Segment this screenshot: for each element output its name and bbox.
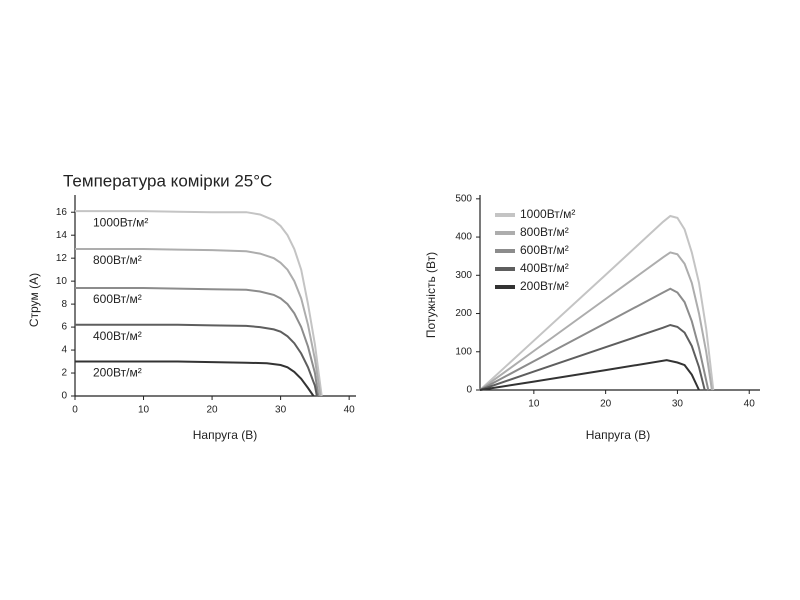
y-tick-label: 500 <box>455 193 472 204</box>
y-tick-label: 14 <box>56 230 68 241</box>
y-tick-label: 300 <box>455 270 472 281</box>
series-label: 600Вт/м² <box>93 292 142 306</box>
x-tick-label: 20 <box>600 399 612 410</box>
series-line <box>479 323 706 391</box>
legend-label: 800Вт/м² <box>520 225 569 239</box>
chart-title: Температура комірки 25°C <box>63 171 272 190</box>
x-tick-label: 30 <box>672 399 684 410</box>
y-tick-label: 0 <box>466 385 472 396</box>
legend-label: 200Вт/м² <box>520 279 569 293</box>
series-line <box>479 214 715 391</box>
series-line <box>75 210 323 397</box>
y-tick-label: 200 <box>455 308 472 319</box>
legend-label: 1000Вт/м² <box>520 207 575 221</box>
x-axis-label: Напруга (В) <box>586 428 651 442</box>
y-tick-label: 12 <box>56 253 68 264</box>
y-tick-label: 400 <box>455 232 472 243</box>
y-tick-label: 8 <box>61 299 67 310</box>
x-tick-label: 30 <box>275 405 287 416</box>
y-tick-label: 100 <box>455 346 472 357</box>
series-label: 1000Вт/м² <box>93 215 148 229</box>
series-line <box>479 359 700 391</box>
y-tick-label: 10 <box>56 276 68 287</box>
series-label: 800Вт/м² <box>93 253 142 267</box>
x-tick-label: 10 <box>138 405 150 416</box>
y-tick-label: 0 <box>61 391 67 402</box>
legend-label: 400Вт/м² <box>520 261 569 275</box>
series-line <box>75 287 320 397</box>
series-line <box>75 323 318 397</box>
x-tick-label: 20 <box>207 405 219 416</box>
x-axis-label: Напруга (В) <box>193 428 258 442</box>
y-tick-label: 6 <box>61 322 67 333</box>
y-tick-label: 4 <box>61 345 67 356</box>
series-line <box>75 248 322 397</box>
series-line <box>479 251 713 391</box>
series-label: 200Вт/м² <box>93 366 142 380</box>
y-axis-label: Струм (А) <box>27 273 41 327</box>
series-line <box>479 287 710 391</box>
chart: Температура комірки 25°C Напруга (В) Струм… <box>27 171 356 442</box>
y-axis-label: Потужність (Вт) <box>424 252 438 338</box>
series-label: 400Вт/м² <box>93 329 142 343</box>
series-line <box>75 360 315 397</box>
x-tick-label: 10 <box>528 399 540 410</box>
y-tick-label: 2 <box>61 368 67 379</box>
x-tick-label: 40 <box>344 405 356 416</box>
x-tick-label: 40 <box>744 399 756 410</box>
chart: Напруга (В)Потужність (Вт)10 20 30 40010020… <box>424 193 760 442</box>
legend-label: 600Вт/м² <box>520 243 569 257</box>
x-tick-label: 0 <box>72 405 78 416</box>
y-tick-label: 16 <box>56 207 68 218</box>
